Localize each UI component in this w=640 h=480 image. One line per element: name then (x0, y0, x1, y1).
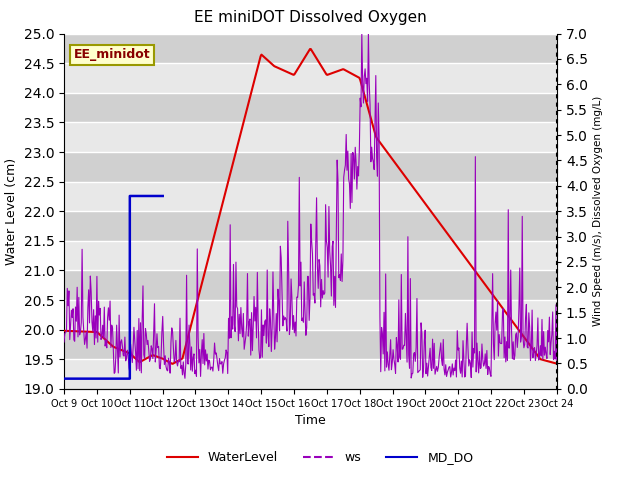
WaterLevel (169, 361, 177, 367)
ws (60, 339, 68, 345)
ws (433, 363, 440, 369)
Bar (64, 359, 557, 389)
ws (284, 218, 292, 224)
Bar (64, 300, 557, 330)
WaterLevel (391, 159, 399, 165)
ws (147, 343, 155, 348)
WaterLevel (352, 73, 360, 79)
WaterLevel (188, 321, 195, 326)
WaterLevel (433, 216, 440, 222)
Line: MD_DO: MD_DO (64, 196, 162, 379)
Y-axis label: Water Level (cm): Water Level (cm) (5, 157, 18, 265)
Bar (64, 63, 557, 93)
WaterLevel (284, 70, 292, 75)
WaterLevel (147, 353, 155, 359)
ws (391, 361, 399, 367)
ws (188, 344, 195, 350)
Bar (64, 122, 557, 152)
Line: WaterLevel: WaterLevel (64, 49, 557, 364)
Bar (64, 181, 557, 211)
ws (351, 144, 359, 150)
MD_DO (60, 376, 68, 382)
WaterLevel (306, 46, 314, 52)
X-axis label: Time: Time (295, 414, 326, 427)
Y-axis label: Wind Speed (m/s), Dissolved Oxygen (mg/L): Wind Speed (m/s), Dissolved Oxygen (mg/L… (593, 96, 604, 326)
MD_DO (147, 193, 155, 199)
ws (358, 31, 365, 36)
WaterLevel (553, 361, 561, 367)
WaterLevel (60, 328, 68, 334)
Legend: WaterLevel, ws, MD_DO: WaterLevel, ws, MD_DO (161, 446, 479, 469)
ws (553, 361, 561, 367)
Text: EE_minidot: EE_minidot (74, 48, 150, 61)
Line: ws: ws (64, 34, 557, 378)
ws (181, 375, 189, 381)
Bar (64, 241, 557, 270)
Title: EE miniDOT Dissolved Oxygen: EE miniDOT Dissolved Oxygen (194, 11, 427, 25)
